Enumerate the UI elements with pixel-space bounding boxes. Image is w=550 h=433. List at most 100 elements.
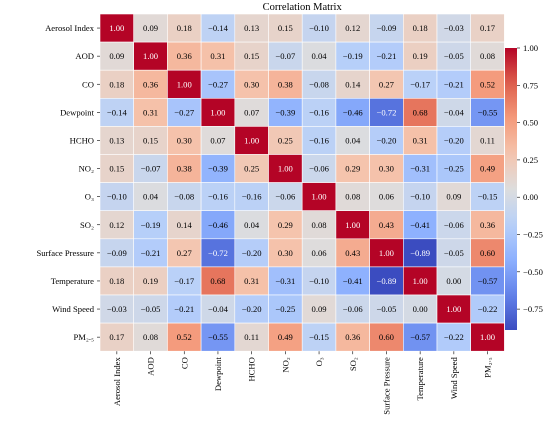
heatmap-cell: [99, 182, 135, 212]
cell-value-label: −0.06: [343, 304, 364, 314]
heatmap-cell: [133, 126, 168, 155]
cell-value-label: −0.17: [410, 79, 431, 89]
cell-value-label: −0.21: [174, 304, 194, 314]
column-label: O₃: [314, 357, 324, 366]
cell-value-label: −0.14: [208, 23, 229, 33]
cell-value-label: −0.04: [444, 107, 465, 117]
heatmap-cell: [470, 294, 505, 324]
heatmap-cell: [268, 41, 303, 71]
column-label: Surface Pressure: [381, 357, 391, 415]
cell-value-label: −0.05: [141, 304, 161, 314]
colorbar: 1.00 0.75 0.50 0.25 0.00 −0.25 −0.50 −0.75: [505, 43, 543, 330]
heatmap-cell: [470, 322, 505, 352]
heatmap-cell: [268, 98, 303, 127]
cell-value-label: 1.00: [480, 332, 495, 342]
cell-value-label: −0.41: [343, 276, 363, 286]
cell-value-label: 0.27: [379, 79, 395, 89]
heatmap-cell: [133, 322, 168, 352]
cell-value-label: −0.89: [410, 248, 430, 258]
colorbar-tick-label: 0.00: [523, 192, 538, 202]
heatmap-cell: [234, 69, 269, 99]
cell-value-label: 0.15: [109, 164, 124, 174]
heatmap-cell: [335, 238, 370, 268]
cell-value-label: 0.04: [345, 135, 361, 145]
heatmap-cell: [99, 98, 135, 127]
cell-value-label: 1.00: [177, 79, 192, 89]
cell-value-label: −0.07: [275, 51, 296, 61]
colorbar-tick-label: −0.75: [523, 304, 543, 314]
colorbar-tick-label: 0.50: [523, 118, 538, 128]
row-label: SO₂: [80, 220, 94, 230]
cell-value-label: 0.36: [143, 79, 159, 89]
cell-value-label: −0.39: [275, 107, 295, 117]
heatmap-cell: [301, 266, 337, 296]
heatmap-cell: [200, 182, 236, 212]
cell-value-label: −0.08: [174, 192, 194, 202]
row-label: NO₂: [79, 164, 94, 174]
cell-value-label: −0.21: [141, 248, 161, 258]
cell-value-label: −0.15: [309, 332, 329, 342]
cell-value-label: 1.00: [413, 276, 428, 286]
heatmap-cell: [436, 294, 472, 324]
cell-value-label: −0.03: [444, 23, 464, 33]
cell-value-label: 1.00: [446, 304, 461, 314]
cell-value-label: 1.00: [345, 220, 360, 230]
heatmap-cell: [335, 266, 370, 296]
cell-value-label: 0.04: [244, 220, 260, 230]
cell-value-label: 0.30: [379, 164, 394, 174]
cell-value-label: 0.15: [244, 51, 259, 61]
heatmap-cell: [133, 294, 168, 324]
heatmap-cell: [335, 294, 370, 324]
heatmap-cell: [335, 126, 370, 155]
cell-value-label: 0.36: [345, 332, 361, 342]
cell-value-label: −0.06: [309, 164, 330, 174]
cell-value-label: −0.09: [107, 248, 127, 258]
cell-value-label: 0.11: [480, 135, 495, 145]
cell-value-label: 0.25: [244, 164, 259, 174]
heatmap-cell: [268, 13, 303, 43]
cell-value-label: −0.06: [444, 220, 465, 230]
cell-value-label: 0.08: [143, 332, 158, 342]
heatmap-cell: [301, 126, 337, 155]
heatmap-cell: [99, 13, 135, 43]
heatmap-cell: [301, 322, 337, 352]
column-label: NO₂: [280, 357, 290, 372]
heatmap-cell: [200, 238, 236, 268]
cell-value-label: 1.00: [244, 135, 259, 145]
cell-value-label: −0.10: [410, 192, 430, 202]
heatmap-cell: [200, 69, 236, 99]
cell-value-label: −0.16: [208, 192, 229, 202]
heatmap-cell: [369, 154, 404, 183]
cell-value-label: 0.49: [480, 164, 495, 174]
cell-value-label: −0.03: [107, 304, 127, 314]
heatmap-cell: [436, 98, 472, 127]
row-label: O₃: [85, 192, 94, 202]
cell-value-label: −0.31: [410, 164, 430, 174]
heatmap-cell: [268, 238, 303, 268]
cell-value-label: −0.57: [410, 332, 431, 342]
cell-value-label: 0.27: [177, 248, 193, 258]
cell-value-label: 0.38: [177, 164, 192, 174]
heatmap-cell: [402, 322, 438, 352]
colorbar-tick-label: −0.50: [523, 267, 543, 277]
heatmap-cell: [234, 210, 269, 240]
cell-value-label: −0.16: [242, 192, 263, 202]
cell-value-label: −0.41: [410, 220, 430, 230]
cell-value-label: −0.06: [275, 192, 296, 202]
heatmap-cells: 1.00 0.09 0.18 −0.14 0.13 0.15 −0.10 0.12 −0.09 0…: [99, 13, 505, 352]
heatmap-cell: [268, 322, 303, 352]
heatmap-cell: [200, 266, 236, 296]
cell-value-label: −0.16: [309, 107, 330, 117]
heatmap-cell: [301, 182, 337, 212]
cell-value-label: 0.12: [109, 220, 124, 230]
heatmap-cell: [234, 266, 269, 296]
heatmap-cell: [369, 238, 404, 268]
row-label: HCHO: [70, 135, 94, 145]
heatmap-cell: [99, 126, 135, 155]
cell-value-label: 0.08: [312, 220, 327, 230]
heatmap-cell: [99, 210, 135, 240]
cell-value-label: −0.22: [444, 332, 464, 342]
cell-value-label: −0.09: [377, 23, 397, 33]
heatmap-cell: [200, 294, 236, 324]
